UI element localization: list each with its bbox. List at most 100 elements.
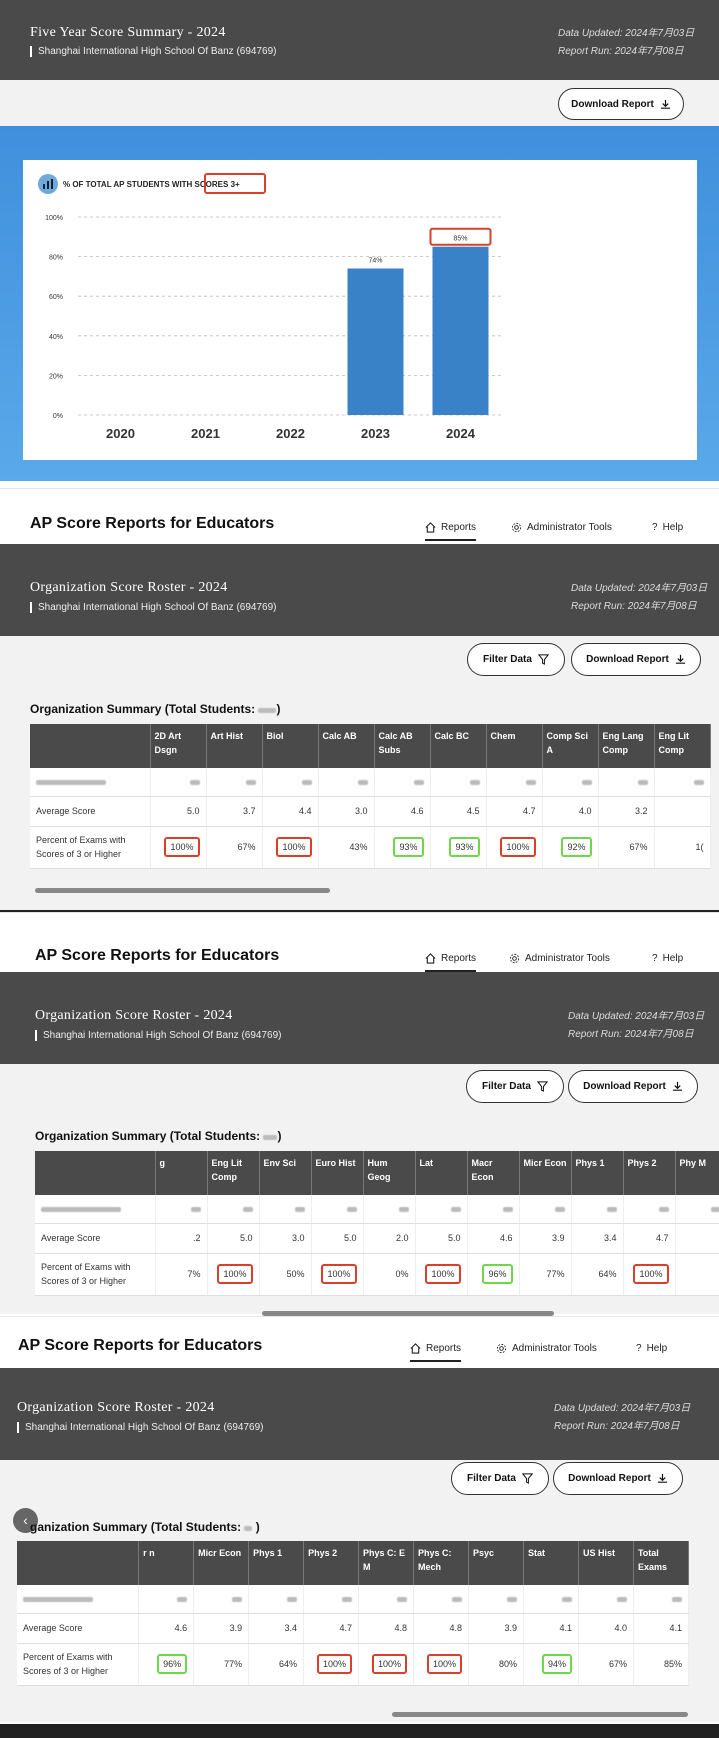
redacted-cell: [193, 1585, 250, 1614]
scrollbar[interactable]: [392, 1712, 688, 1717]
filter-data-button[interactable]: Filter Data: [466, 1070, 564, 1103]
column-header[interactable]: Euro Hist: [311, 1151, 364, 1195]
nav-reports[interactable]: Reports: [425, 522, 477, 541]
percent-cell: 0%: [363, 1253, 416, 1296]
column-header[interactable]: Macr Econ: [467, 1151, 520, 1195]
percent-row: Percent of Exams with Scores of 3 or Hig…: [17, 1643, 690, 1686]
nav-help[interactable]: ? Help: [652, 953, 684, 964]
percent-value: 100%: [633, 1264, 669, 1284]
average-score-cell: 4.0: [542, 796, 599, 827]
y-tick-label: 20%: [49, 373, 63, 380]
column-header[interactable]: Comp Sci A: [542, 724, 599, 768]
filter-icon: [536, 1081, 548, 1092]
column-header[interactable]: Total Exams: [633, 1541, 690, 1585]
redacted: [263, 1135, 278, 1140]
scrollbar[interactable]: [262, 1311, 554, 1316]
header-corner: [30, 724, 151, 768]
summary-table-3: r n Micr Econ Phys 1 Phys 2 Phys C: E M Phys …: [17, 1541, 690, 1686]
redacted: [244, 1526, 253, 1531]
column-header[interactable]: Calc AB Subs: [374, 724, 431, 768]
column-header[interactable]: Phys 1: [248, 1541, 305, 1585]
y-tick-label: 80%: [49, 255, 63, 262]
chart-icon-bar: [47, 181, 49, 189]
column-header[interactable]: Phys C: E M: [358, 1541, 415, 1585]
column-header[interactable]: Biol: [262, 724, 319, 768]
download-icon: [672, 1081, 682, 1091]
redacted-cell: [248, 1585, 305, 1614]
average-score-cell: 5.0: [207, 1223, 260, 1254]
percent-cell: 100%: [623, 1253, 676, 1296]
column-header[interactable]: Psyc: [468, 1541, 524, 1585]
download-report-button[interactable]: Download Report: [571, 643, 701, 676]
column-header[interactable]: 2D Art Dsgn: [150, 724, 207, 768]
nav-help[interactable]: ? Help: [652, 522, 684, 533]
column-header[interactable]: Phys C: Mech: [413, 1541, 470, 1585]
column-header[interactable]: US Hist: [578, 1541, 634, 1585]
nav-admin-tools[interactable]: Administrator Tools: [509, 953, 610, 964]
navbar-2: AP Score Reports for Educators Reports A…: [0, 912, 719, 972]
nav-reports[interactable]: Reports: [425, 953, 477, 972]
header-corner: [17, 1541, 140, 1585]
redacted-cell: [206, 768, 263, 797]
roster-school: Shanghai International High School Of Ba…: [35, 1030, 282, 1041]
scroll-left-button[interactable]: ‹: [13, 1508, 38, 1533]
row-label: Percent of Exams with Scores of 3 or Hig…: [35, 1253, 156, 1296]
nav-reports[interactable]: Reports: [410, 1343, 462, 1362]
percent-value: 100%: [164, 837, 200, 857]
column-header[interactable]: g: [155, 1151, 208, 1195]
average-score-cell: 4.8: [358, 1613, 415, 1644]
column-header[interactable]: Micr Econ: [193, 1541, 250, 1585]
row-label: Percent of Exams with Scores of 3 or Hig…: [30, 826, 151, 869]
percent-cell: 100%: [486, 826, 543, 869]
percent-cell: 85%: [633, 1643, 690, 1686]
row-label: Average Score: [35, 1223, 156, 1254]
percent-value: 1(: [695, 842, 704, 852]
percent-value: 94%: [541, 1654, 572, 1674]
percent-value: 100%: [317, 1654, 353, 1674]
download-report-button[interactable]: Download Report: [568, 1070, 698, 1103]
percent-value: 85%: [663, 1659, 682, 1669]
scrollbar[interactable]: [35, 888, 330, 893]
home-icon: [410, 1343, 421, 1354]
download-label: Download Report: [571, 98, 654, 110]
percent-cell: 96%: [138, 1643, 195, 1686]
filter-data-button[interactable]: Filter Data: [467, 643, 565, 676]
nav-admin-tools[interactable]: Administrator Tools: [511, 522, 612, 533]
redacted-cell: [542, 768, 599, 797]
average-score-cell: 4.1: [633, 1613, 690, 1644]
column-header[interactable]: Phys 2: [623, 1151, 676, 1195]
column-header[interactable]: Phys 1: [571, 1151, 624, 1195]
column-header[interactable]: Eng Lit Comp: [207, 1151, 260, 1195]
column-header[interactable]: Micr Econ: [519, 1151, 572, 1195]
column-header[interactable]: Calc AB: [318, 724, 375, 768]
average-score-cell: 4.4: [262, 796, 319, 827]
filter-icon: [521, 1473, 533, 1484]
column-header[interactable]: Stat: [523, 1541, 579, 1585]
average-score-cell: 4.0: [578, 1613, 634, 1644]
average-score-cell: 3.4: [248, 1613, 305, 1644]
percent-value: 77%: [224, 1659, 243, 1669]
column-header[interactable]: Phy M: [675, 1151, 719, 1195]
redacted-cell: [318, 768, 375, 797]
column-header[interactable]: Art Hist: [206, 724, 263, 768]
column-header[interactable]: Phys 2: [303, 1541, 360, 1585]
nav-admin-tools[interactable]: Administrator Tools: [496, 1343, 597, 1354]
filter-data-button[interactable]: Filter Data: [451, 1462, 549, 1495]
column-header[interactable]: Chem: [486, 724, 543, 768]
column-header[interactable]: Calc BC: [430, 724, 487, 768]
column-header[interactable]: Eng Lang Comp: [598, 724, 655, 768]
column-header[interactable]: Hum Geog: [363, 1151, 416, 1195]
report-run: Report Run: 2024年7月08日: [558, 46, 684, 57]
column-header[interactable]: Lat: [415, 1151, 468, 1195]
download-report-button[interactable]: Download Report: [553, 1462, 683, 1495]
column-header[interactable]: r n: [138, 1541, 195, 1585]
percent-cell: 1(: [654, 826, 711, 869]
download-report-button[interactable]: Download Report: [558, 88, 684, 120]
gear-icon: [496, 1343, 507, 1354]
chart-panel: % OF TOTAL AP STUDENTS WITH SCORES 3+ 100…: [0, 126, 719, 481]
column-header[interactable]: Eng Lit Comp: [654, 724, 711, 768]
nav-help[interactable]: ? Help: [636, 1343, 668, 1354]
column-header[interactable]: Env Sci: [259, 1151, 312, 1195]
percent-value: 67%: [629, 842, 648, 852]
redacted-cell: [155, 1195, 208, 1224]
